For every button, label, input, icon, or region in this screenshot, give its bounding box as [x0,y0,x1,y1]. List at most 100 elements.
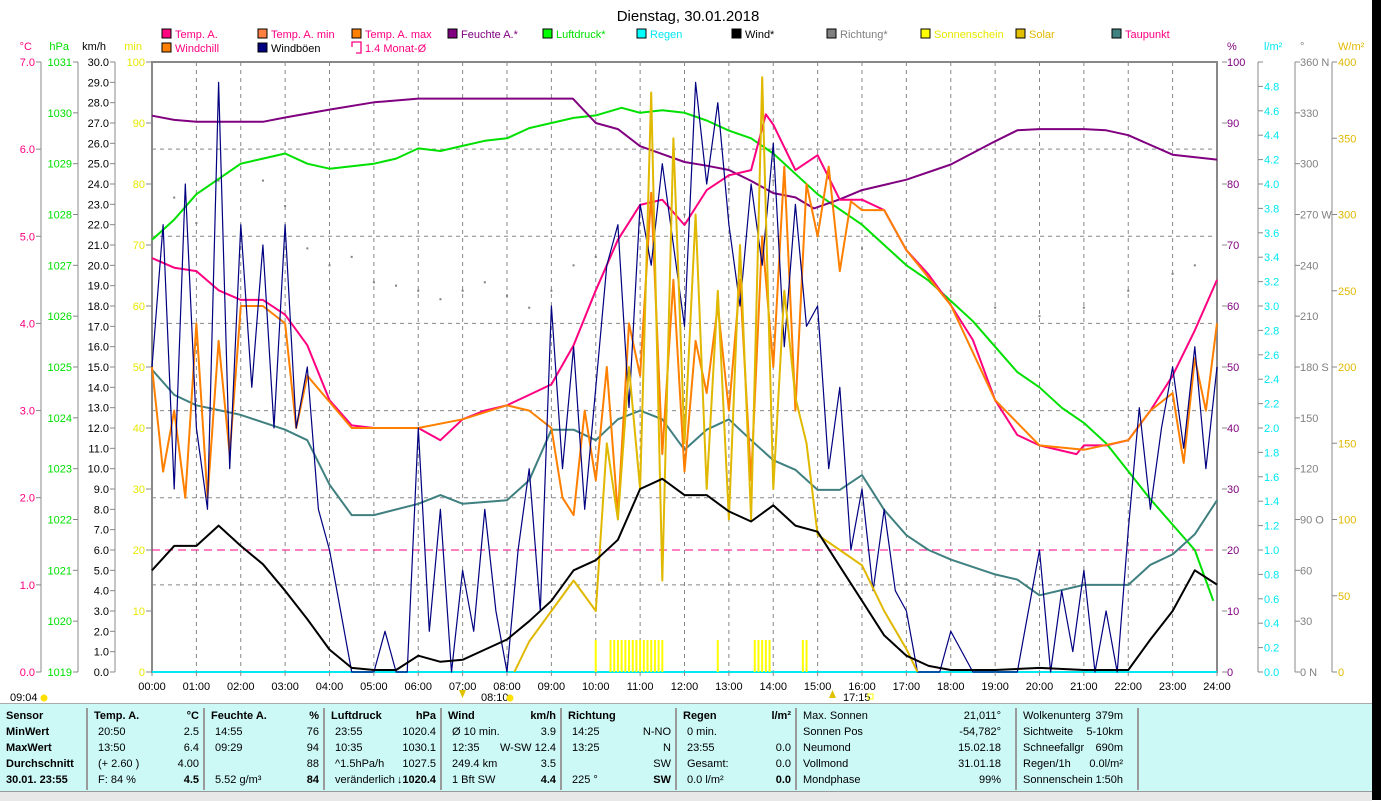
table-column: Richtung 14:25 N-NO 13:25 N SW 225 ° SW [562,708,677,790]
table-cell-label: Sonnen Pos [803,726,863,738]
axis-tick-label: 1029 [48,159,72,171]
direction-point [461,289,464,292]
legend-swatch [636,28,647,39]
window-edge [1372,0,1381,800]
direction-point [261,179,264,182]
table-cell-label: 23:55 [335,726,363,738]
legend-item: Taupunkt [1111,28,1170,41]
table-cell-value: 1020.4 [402,726,436,738]
grid [151,61,1218,673]
legend-item: Temp. A. min [257,28,335,41]
axis-tick-label: 180 S [1300,362,1329,374]
axis-tick-label: 2.4 [1264,374,1279,386]
series-luftdruck [151,106,1215,602]
table-row: MaxWert [0,740,86,756]
table-row: 14:25 N-NO [562,724,675,740]
legend-label: Sonnenschein [934,29,1004,41]
axis-tick-label: 0 [1338,667,1344,679]
table-cell-value: 84 [306,774,319,786]
axis-tick-label: 0.2 [1264,643,1279,655]
axis-tick-label: 40 [1227,423,1239,435]
legend-item: Temp. A. [161,28,218,41]
table-cell-label: Wind [448,710,475,722]
axis-tick-label: 4.0 [94,586,109,598]
axis-tick-label: 100 [127,57,145,69]
direction-point [639,221,642,224]
table-cell-value: 0.0 [775,758,791,770]
table-row: Vollmond 31.01.18 [797,756,1015,772]
axis-tick-label: 150 [1338,438,1356,450]
table-cell-value: -54,782° [959,726,1001,738]
sun-icon [40,694,48,702]
axis-tick-label: 70 [133,240,145,252]
table-row: ^1.5hPa/h 1027.5 [325,756,440,772]
axis-tick-label: 13.0 [88,403,109,415]
axis-tick-label: 4.8 [1264,81,1279,93]
table-row: SW [562,756,675,772]
direction-point [1082,306,1085,309]
axis-tick-label: 20 [133,545,145,557]
table-cell-value: 4.5 [183,774,199,786]
table-cell-value: 21,011° [963,710,1001,722]
status-strip [0,791,1372,801]
direction-point [994,306,997,309]
legend-item: Sonnenschein [920,28,1004,41]
axis-tick-label: 3.0 [1264,301,1279,313]
axis-tick-label: 12.0 [88,423,109,435]
table-cell-value: 94 [306,742,319,754]
axis-tick-label: 20.0 [88,260,109,272]
table-row: 0 min. [677,724,795,740]
axis-tick-label: 20 [1227,545,1239,557]
direction-point [328,264,331,267]
table-cell-value: 4.00 [177,758,199,770]
table-cell-label: 10:35 [335,742,363,754]
x-tick-label: 24:00 [1203,681,1231,693]
axis-tick-label: 90 O [1300,515,1324,527]
plot-area [151,76,1218,673]
table-cell-value: 379m [1095,710,1123,722]
table-row: Max. Sonnen 21,011° [797,708,1015,724]
axis-tick-label: 50 [133,362,145,374]
axis-tick-label: 29.0 [88,77,109,89]
table-cell-label: Max. Sonnen [803,710,868,722]
table-row: 23:55 1020.4 [325,724,440,740]
table-cell-value: km/h [530,710,556,722]
axis-tick-label: 0 N [1300,667,1317,679]
x-tick-label: 04:00 [316,681,344,693]
table-cell-value: 15.02.18 [958,742,1001,754]
table-cell-label: 225 ° [572,774,598,786]
moon-icon [867,693,874,700]
legend-label: Taupunkt [1125,29,1170,41]
sunset-label: 17:15 [843,692,871,704]
axis-tick-label: 60 [1300,565,1312,577]
table-cell-label: 23:55 [687,742,715,754]
axis-tick-label: 90 [1227,118,1239,130]
table-cell-label: veränderlich [335,774,395,786]
direction-point [217,179,220,182]
table-row: 13:25 N [562,740,675,756]
table-cell-value: W-SW 12.4 [499,742,556,754]
table-cell-label: Mondphase [803,774,861,786]
axis-tick-label: 1027 [48,260,72,272]
axis-unit-rain: l/m² [1264,41,1283,53]
axis-tick-label: 21.0 [88,240,109,252]
legend-label: Temp. A. max [365,29,432,41]
axis-unit-wm2: W/m² [1338,41,1365,53]
table-cell-label: Regen/1h [1023,758,1071,770]
x-tick-label: 17:00 [893,681,921,693]
axis-tick-label: 200 [1338,362,1356,374]
table-cell-label: 09:29 [215,742,243,754]
axis-tick-label: 1028 [48,210,72,222]
table-row: Schneefallgr 690m [1017,740,1137,756]
axis-tick-label: 10.0 [88,464,109,476]
table-cell-value: SW [653,758,671,770]
table-row: 13:50 6.4 [88,740,203,756]
direction-point [949,289,952,292]
legend-item: Luftdruck* [542,28,606,41]
axis-tick-label: 6.0 [94,545,109,557]
axis-tick-label: 27.0 [88,118,109,130]
axis-unit-kmh: km/h [82,41,106,53]
table-row: 14:55 76 [205,724,323,740]
table-cell-label: Neumond [803,742,851,754]
